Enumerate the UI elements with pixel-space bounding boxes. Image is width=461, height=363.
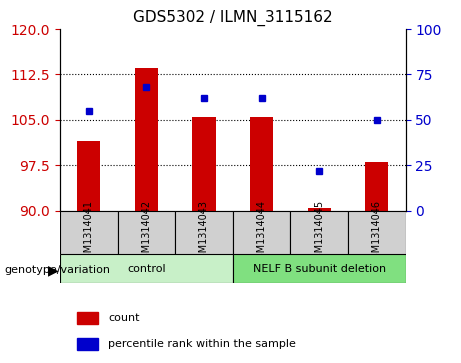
Text: percentile rank within the sample: percentile rank within the sample xyxy=(108,339,296,349)
Text: GSM1314043: GSM1314043 xyxy=(199,200,209,265)
Text: NELF B subunit deletion: NELF B subunit deletion xyxy=(253,264,386,274)
Text: GSM1314041: GSM1314041 xyxy=(84,200,94,265)
Text: GSM1314042: GSM1314042 xyxy=(142,200,151,265)
FancyBboxPatch shape xyxy=(60,254,233,283)
Bar xyxy=(77,141,100,211)
Bar xyxy=(250,117,273,211)
FancyBboxPatch shape xyxy=(348,211,406,254)
FancyBboxPatch shape xyxy=(233,254,406,283)
Bar xyxy=(365,162,388,211)
Text: GSM1314045: GSM1314045 xyxy=(314,200,324,265)
Bar xyxy=(308,208,331,211)
Bar xyxy=(77,312,98,324)
Text: control: control xyxy=(127,264,165,274)
FancyBboxPatch shape xyxy=(290,211,348,254)
FancyBboxPatch shape xyxy=(233,211,290,254)
FancyBboxPatch shape xyxy=(175,211,233,254)
Text: genotype/variation: genotype/variation xyxy=(5,265,111,276)
Text: ▶: ▶ xyxy=(47,264,59,277)
Text: GSM1314046: GSM1314046 xyxy=(372,200,382,265)
Text: count: count xyxy=(108,313,140,323)
Title: GDS5302 / ILMN_3115162: GDS5302 / ILMN_3115162 xyxy=(133,10,333,26)
Bar xyxy=(135,68,158,211)
FancyBboxPatch shape xyxy=(118,211,175,254)
FancyBboxPatch shape xyxy=(60,211,118,254)
Text: GSM1314044: GSM1314044 xyxy=(257,200,266,265)
Bar xyxy=(77,338,98,350)
Bar xyxy=(193,117,216,211)
